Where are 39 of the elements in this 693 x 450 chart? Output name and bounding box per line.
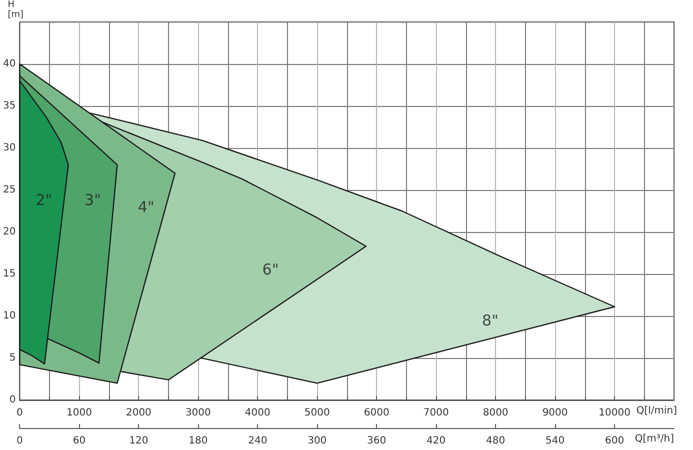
- x-tick-label: 4000: [244, 408, 270, 418]
- y-tick-label: 15: [2, 268, 16, 280]
- x-tick-label: 8000: [482, 408, 508, 418]
- x2-tick-label: 0: [16, 436, 23, 446]
- x2-tick-label: 300: [308, 436, 327, 446]
- y-tick-label: 5: [9, 352, 16, 364]
- x-tick-label: 10000: [598, 408, 630, 418]
- x-tick-label: 9000: [542, 408, 568, 418]
- y-axis-title: H [m]: [8, 0, 24, 20]
- y-tick-label: 20: [2, 226, 16, 238]
- x2-tick-label: 420: [426, 436, 446, 446]
- series-label: 8": [482, 312, 498, 330]
- y-tick-label: 40: [2, 58, 16, 70]
- x2-tick-label: 480: [486, 436, 506, 446]
- y-tick-label: 0: [9, 394, 16, 406]
- y-tick-label: 35: [2, 100, 16, 112]
- x-tick-label: 7000: [423, 408, 449, 418]
- x2-tick-label: 600: [604, 436, 624, 446]
- x-tick-label: 0: [16, 408, 23, 418]
- x-tick-label: 1000: [66, 408, 92, 418]
- y-tick-label: 10: [2, 310, 16, 322]
- x2-tick-label: 540: [545, 436, 565, 446]
- y-tick-label: 30: [2, 142, 16, 154]
- x2-tick-label: 360: [367, 436, 386, 446]
- series-label: 6": [262, 260, 279, 278]
- series-label: 2": [36, 191, 52, 210]
- x-tick-label: 5000: [304, 408, 330, 418]
- x2-tick-label: 240: [248, 436, 268, 446]
- series-label: 4": [138, 198, 154, 216]
- series-label: 3": [84, 191, 101, 210]
- x2-tick-label: 120: [129, 436, 148, 446]
- x2-axis-title: Q[m³/h]: [634, 434, 674, 444]
- x2-tick-label: 60: [72, 436, 86, 446]
- x-tick-label: 6000: [364, 408, 390, 418]
- x-tick-label: 3000: [185, 408, 211, 418]
- y-tick-label: 25: [2, 184, 16, 196]
- x-axis-title: Q[l/min]: [636, 406, 678, 416]
- x2-tick-label: 180: [188, 436, 208, 446]
- x-tick-label: 2000: [126, 408, 152, 418]
